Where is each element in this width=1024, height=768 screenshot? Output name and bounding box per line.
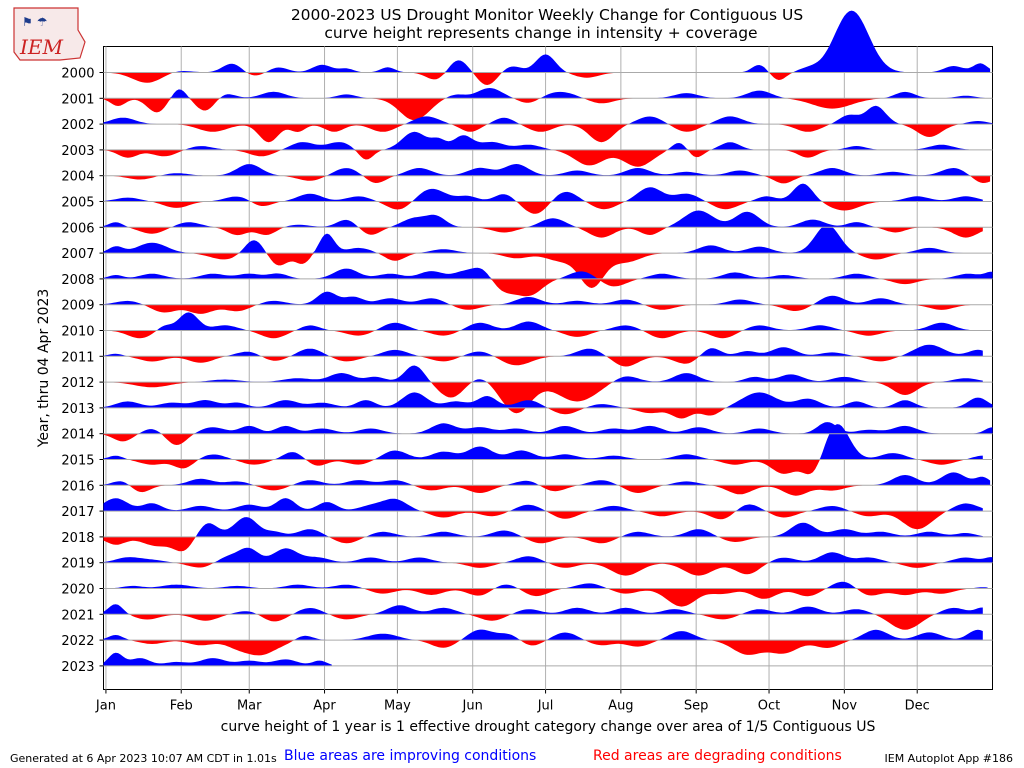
y-tick-label: 2005 [61, 196, 94, 211]
x-axis: Jan Feb Mar Apr May Jun Jul Aug Sep Oct Nov Dec [95, 689, 930, 714]
y-tick-label: 2016 [61, 479, 94, 494]
x-tick-label: Jun [462, 699, 483, 714]
x-tick-label: Oct [758, 699, 780, 714]
y-tick-label: 2002 [61, 118, 94, 133]
curve-layer [103, 10, 993, 666]
x-tick-label: Sep [684, 699, 709, 714]
degrading-area-2004 [103, 175, 991, 184]
y-tick-label: 2001 [61, 92, 94, 107]
y-tick-label: 2007 [61, 247, 94, 262]
degrading-area-2015 [103, 459, 983, 475]
degrading-area-2016 [103, 485, 991, 496]
improving-area-2001 [103, 88, 988, 99]
improving-area-2013 [103, 392, 993, 408]
degrading-area-2017 [103, 511, 983, 530]
improving-area-2008 [103, 267, 993, 279]
footer-improving-legend: Blue areas are improving conditions [284, 748, 536, 764]
iem-logo: IEM ⚑ ☂ [13, 7, 86, 61]
y-tick-label: 2009 [61, 299, 94, 314]
baseline-layer [103, 72, 993, 667]
x-axis-label: curve height of 1 year is 1 effective dr… [221, 719, 876, 735]
degrading-area-2020 [103, 588, 988, 607]
y-tick-label: 2018 [61, 531, 94, 546]
improving-area-2010 [103, 312, 983, 331]
y-tick-label: 2010 [61, 325, 94, 340]
improving-area-2014 [103, 422, 993, 434]
x-tick-label: Apr [313, 699, 336, 714]
x-tick-label: Dec [905, 699, 930, 714]
chart-title: 2000-2023 US Drought Monitor Weekly Chan… [291, 6, 803, 24]
degrading-area-2010 [103, 330, 983, 339]
improving-area-2004 [103, 164, 991, 176]
x-tick-label: Nov [832, 699, 858, 714]
degrading-area-2006 [103, 227, 983, 238]
degrading-area-2014 [103, 433, 993, 445]
degrading-area-2018 [103, 536, 983, 552]
degrading-area-2008 [103, 278, 993, 297]
y-tick-label: 2012 [61, 376, 94, 391]
y-tick-label: 2004 [61, 170, 94, 185]
logo-glyphs: ⚑ ☂ [22, 15, 48, 29]
y-tick-label: 2019 [61, 557, 94, 572]
improving-area-2011 [103, 344, 983, 357]
degrading-area-2012 [103, 382, 983, 414]
degrading-area-2019 [103, 562, 993, 576]
x-tick-label: Feb [170, 699, 193, 714]
y-tick-label: 2011 [61, 350, 94, 365]
x-tick-label: May [384, 699, 411, 714]
y-tick-label: 2015 [61, 454, 94, 469]
footer-app-id: IEM Autoplot App #186 [885, 752, 1014, 765]
y-tick-label: 2008 [61, 273, 94, 288]
y-axis: 2000 2001 2002 2003 2004 2005 2006 2007 2008 2009… [61, 67, 104, 675]
x-tick-label: Mar [237, 699, 262, 714]
degrading-area-2001 [103, 98, 988, 121]
y-tick-label: 2021 [61, 608, 94, 623]
degrading-area-2011 [103, 356, 983, 367]
chart-subtitle: curve height represents change in intens… [324, 24, 757, 42]
y-tick-label: 2017 [61, 505, 94, 520]
improving-area-2021 [103, 604, 983, 615]
degrading-area-2021 [103, 614, 983, 630]
footer-degrading-legend: Red areas are degrading conditions [593, 748, 842, 764]
improving-area-2019 [103, 547, 993, 563]
y-tick-label: 2022 [61, 634, 94, 649]
x-tick-label: Aug [608, 699, 633, 714]
improving-area-2000 [103, 10, 991, 73]
degrading-area-2009 [103, 304, 983, 314]
y-tick-label: 2023 [61, 660, 94, 675]
x-tick-label: Jan [95, 699, 116, 714]
logo-text: IEM [19, 35, 64, 59]
footer-generated: Generated at 6 Apr 2023 10:07 AM CDT in … [10, 752, 277, 765]
improving-area-2016 [103, 472, 991, 486]
y-tick-label: 2014 [61, 428, 94, 443]
improving-area-2018 [103, 517, 983, 537]
improving-area-2015 [103, 424, 983, 460]
improving-area-2020 [103, 581, 988, 589]
y-tick-label: 2006 [61, 221, 94, 236]
x-tick-label: Jul [537, 699, 554, 714]
y-tick-label: 2020 [61, 583, 94, 598]
improving-area-2009 [103, 291, 983, 305]
y-tick-label: 2003 [61, 144, 94, 159]
y-tick-label: 2013 [61, 402, 94, 417]
improving-area-2023 [103, 652, 332, 666]
degrading-area-2002 [103, 124, 993, 143]
improving-area-2005 [103, 183, 983, 202]
improving-area-2007 [103, 224, 983, 254]
y-axis-label: Year, thru 04 Apr 2023 [36, 289, 52, 449]
y-tick-label: 2000 [61, 67, 94, 82]
degrading-area-2022 [103, 640, 983, 656]
improving-area-2022 [103, 629, 983, 641]
improving-area-2006 [103, 210, 983, 228]
improving-area-2017 [103, 498, 983, 512]
improving-area-2003 [103, 131, 993, 150]
degrading-area-2005 [103, 201, 983, 214]
